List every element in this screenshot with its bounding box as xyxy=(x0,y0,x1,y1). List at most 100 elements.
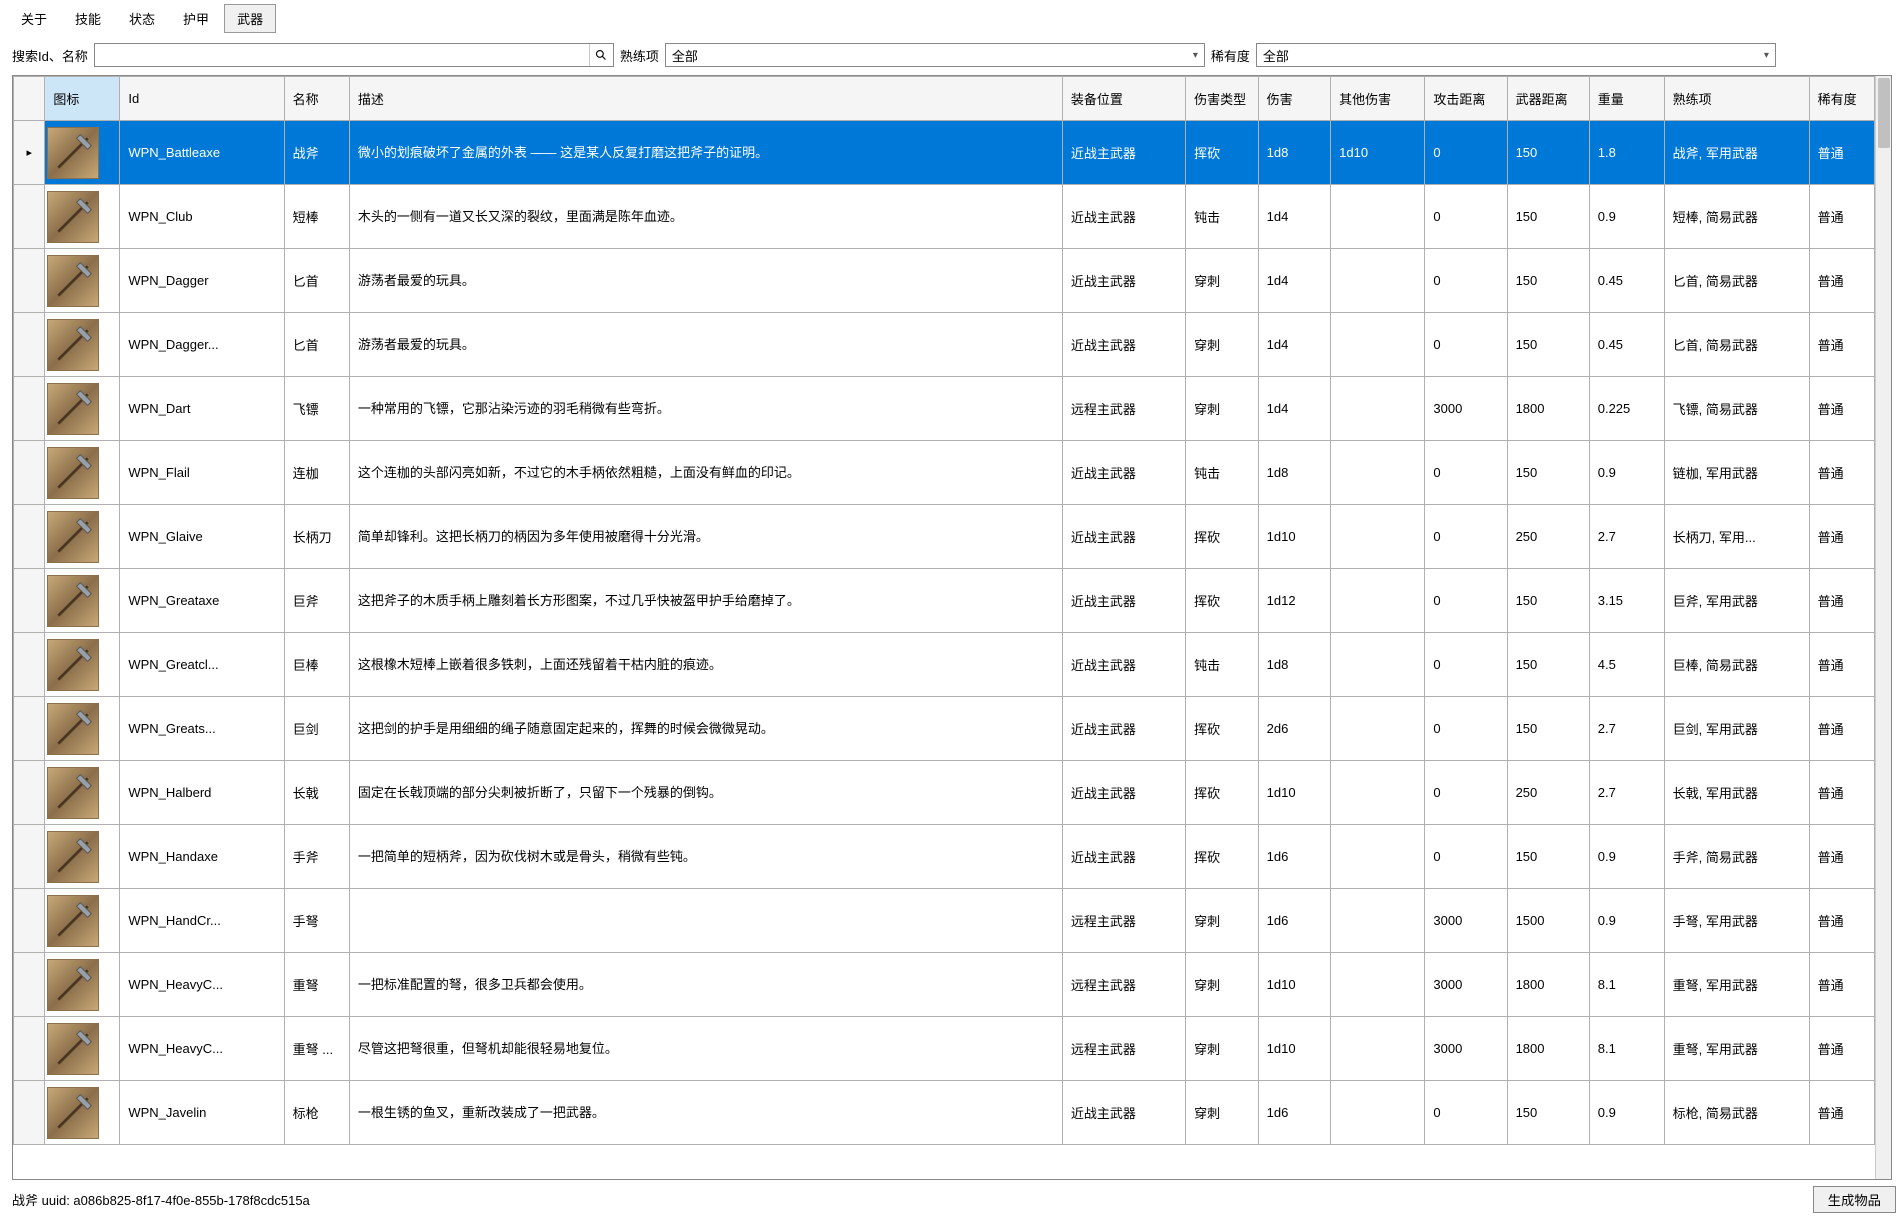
cell-dmgtype: 穿刺 xyxy=(1186,953,1259,1017)
col-rarity[interactable]: 稀有度 xyxy=(1809,77,1874,121)
row-marker xyxy=(14,633,45,697)
table-row[interactable]: ▸WPN_Battleaxe战斧微小的划痕破坏了金属的外表 —— 这是某人反复打… xyxy=(14,121,1875,185)
cell-prof: 巨棒, 简易武器 xyxy=(1664,633,1809,697)
col-id[interactable]: Id xyxy=(120,77,284,121)
row-marker xyxy=(14,825,45,889)
cell-atkrange: 0 xyxy=(1425,249,1507,313)
prof-label: 熟练项 xyxy=(620,46,659,65)
cell-weight: 2.7 xyxy=(1589,761,1664,825)
cell-weight: 0.9 xyxy=(1589,1081,1664,1145)
cell-dmg: 1d4 xyxy=(1258,377,1331,441)
cell-dmg: 1d12 xyxy=(1258,569,1331,633)
col-dmg[interactable]: 伤害 xyxy=(1258,77,1331,121)
tab-armor[interactable]: 护甲 xyxy=(170,4,222,33)
cell-desc: 木头的一侧有一道又长又深的裂纹，里面满是陈年血迹。 xyxy=(349,185,1062,249)
tab-status[interactable]: 状态 xyxy=(116,4,168,33)
col-name[interactable]: 名称 xyxy=(284,77,349,121)
table-row[interactable]: WPN_Dagger匕首游荡者最爱的玩具。近战主武器穿刺1d401500.45匕… xyxy=(14,249,1875,313)
vertical-scrollbar[interactable] xyxy=(1875,76,1891,1179)
cell-extdmg xyxy=(1331,185,1425,249)
table-row[interactable]: WPN_Greatcl...巨棒这根橡木短棒上嵌着很多铁刺，上面还残留着干枯内脏… xyxy=(14,633,1875,697)
cell-atkrange: 0 xyxy=(1425,185,1507,249)
table-row[interactable]: WPN_Handaxe手斧一把简单的短柄斧，因为砍伐树木或是骨头，稍微有些钝。近… xyxy=(14,825,1875,889)
cell-weight: 1.8 xyxy=(1589,121,1664,185)
table-row[interactable]: WPN_HandCr...手弩远程主武器穿刺1d6300015000.9手弩, … xyxy=(14,889,1875,953)
cell-prof: 长戟, 军用武器 xyxy=(1664,761,1809,825)
cell-atkrange: 0 xyxy=(1425,697,1507,761)
table-row[interactable]: WPN_Greats...巨剑这把剑的护手是用细细的绳子随意固定起来的，挥舞的时… xyxy=(14,697,1875,761)
cell-extdmg xyxy=(1331,761,1425,825)
cell-desc: 这个连枷的头部闪亮如新，不过它的木手柄依然粗糙，上面没有鲜血的印记。 xyxy=(349,441,1062,505)
col-desc[interactable]: 描述 xyxy=(349,77,1062,121)
status-bar: 战斧 uuid: a086b825-8f17-4f0e-855b-178f8cd… xyxy=(0,1184,1904,1217)
cell-id: WPN_Battleaxe xyxy=(120,121,284,185)
cell-id: WPN_Halberd xyxy=(120,761,284,825)
cell-desc: 一把简单的短柄斧，因为砍伐树木或是骨头，稍微有些钝。 xyxy=(349,825,1062,889)
cell-dmgtype: 钝击 xyxy=(1186,633,1259,697)
cell-weight: 0.9 xyxy=(1589,441,1664,505)
cell-dmg: 1d4 xyxy=(1258,185,1331,249)
table-row[interactable]: WPN_HeavyC...重弩 ...尽管这把弩很重，但弩机却能很轻易地复位。远… xyxy=(14,1017,1875,1081)
cell-name: 巨斧 xyxy=(284,569,349,633)
search-input[interactable] xyxy=(95,44,589,66)
table-row[interactable]: WPN_Flail连枷这个连枷的头部闪亮如新，不过它的木手柄依然粗糙，上面没有鲜… xyxy=(14,441,1875,505)
cell-rarity: 普通 xyxy=(1809,953,1874,1017)
cell-extdmg xyxy=(1331,377,1425,441)
search-button[interactable] xyxy=(589,44,613,66)
weapon-icon xyxy=(47,575,99,627)
cell-extdmg xyxy=(1331,441,1425,505)
col-prof[interactable]: 熟练项 xyxy=(1664,77,1809,121)
table-row[interactable]: WPN_Dagger...匕首游荡者最爱的玩具。近战主武器穿刺1d401500.… xyxy=(14,313,1875,377)
col-icon[interactable]: 图标 xyxy=(45,77,120,121)
cell-dmg: 1d6 xyxy=(1258,1081,1331,1145)
cell-dmg: 1d10 xyxy=(1258,953,1331,1017)
col-extdmg[interactable]: 其他伤害 xyxy=(1331,77,1425,121)
prof-dropdown[interactable]: 全部 ▾ xyxy=(665,43,1205,67)
table-row[interactable]: WPN_Javelin标枪一根生锈的鱼叉，重新改装成了一把武器。近战主武器穿刺1… xyxy=(14,1081,1875,1145)
tab-about[interactable]: 关于 xyxy=(8,4,60,33)
table-row[interactable]: WPN_Greataxe巨斧这把斧子的木质手柄上雕刻着长方形图案，不过几乎快被盔… xyxy=(14,569,1875,633)
cell-slot: 远程主武器 xyxy=(1062,953,1185,1017)
cell-prof: 匕首, 简易武器 xyxy=(1664,249,1809,313)
cell-name: 巨剑 xyxy=(284,697,349,761)
cell-extdmg xyxy=(1331,889,1425,953)
scrollbar-thumb[interactable] xyxy=(1878,78,1890,148)
tab-weapons[interactable]: 武器 xyxy=(224,4,276,33)
search-icon xyxy=(595,49,607,61)
col-dmgtype[interactable]: 伤害类型 xyxy=(1186,77,1259,121)
cell-wrange: 1500 xyxy=(1507,889,1589,953)
cell-desc: 微小的划痕破坏了金属的外表 —— 这是某人反复打磨这把斧子的证明。 xyxy=(349,121,1062,185)
cell-id: WPN_HeavyC... xyxy=(120,953,284,1017)
row-marker xyxy=(14,569,45,633)
col-marker[interactable] xyxy=(14,77,45,121)
cell-name: 匕首 xyxy=(284,313,349,377)
table-row[interactable]: WPN_Halberd长戟固定在长戟顶端的部分尖刺被折断了，只留下一个残暴的倒钩… xyxy=(14,761,1875,825)
cell-weight: 0.45 xyxy=(1589,249,1664,313)
cell-extdmg xyxy=(1331,953,1425,1017)
rarity-dropdown[interactable]: 全部 ▾ xyxy=(1256,43,1776,67)
cell-dmgtype: 挥砍 xyxy=(1186,569,1259,633)
col-slot[interactable]: 装备位置 xyxy=(1062,77,1185,121)
cell-icon xyxy=(45,761,120,825)
table-row[interactable]: WPN_Dart飞镖一种常用的飞镖，它那沾染污迹的羽毛稍微有些弯折。远程主武器穿… xyxy=(14,377,1875,441)
tab-skills[interactable]: 技能 xyxy=(62,4,114,33)
weapon-icon xyxy=(47,319,99,371)
col-wrange[interactable]: 武器距离 xyxy=(1507,77,1589,121)
col-atkrange[interactable]: 攻击距离 xyxy=(1425,77,1507,121)
cell-prof: 战斧, 军用武器 xyxy=(1664,121,1809,185)
col-weight[interactable]: 重量 xyxy=(1589,77,1664,121)
table-row[interactable]: WPN_HeavyC...重弩一把标准配置的弩，很多卫兵都会使用。远程主武器穿刺… xyxy=(14,953,1875,1017)
cell-id: WPN_Greats... xyxy=(120,697,284,761)
cell-atkrange: 0 xyxy=(1425,121,1507,185)
cell-id: WPN_HeavyC... xyxy=(120,1017,284,1081)
cell-dmgtype: 挥砍 xyxy=(1186,761,1259,825)
weapon-icon xyxy=(47,255,99,307)
cell-dmgtype: 挥砍 xyxy=(1186,825,1259,889)
row-marker xyxy=(14,1017,45,1081)
cell-dmg: 1d10 xyxy=(1258,505,1331,569)
cell-weight: 0.9 xyxy=(1589,185,1664,249)
generate-item-button[interactable]: 生成物品 xyxy=(1813,1186,1896,1213)
table-row[interactable]: WPN_Glaive长柄刀简单却锋利。这把长柄刀的柄因为多年使用被磨得十分光滑。… xyxy=(14,505,1875,569)
table-row[interactable]: WPN_Club短棒木头的一侧有一道又长又深的裂纹，里面满是陈年血迹。近战主武器… xyxy=(14,185,1875,249)
weapon-icon xyxy=(47,767,99,819)
